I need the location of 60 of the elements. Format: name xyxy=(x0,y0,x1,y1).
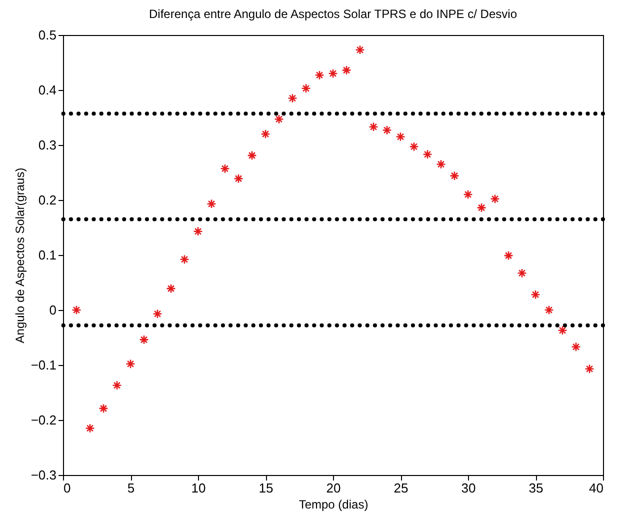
point xyxy=(396,132,406,142)
y-tick-label: 0 xyxy=(49,302,56,318)
point xyxy=(368,122,378,132)
x-tick-label: 10 xyxy=(191,480,206,496)
point xyxy=(544,305,554,315)
y-tick-label: −0.3 xyxy=(30,468,56,482)
point xyxy=(517,268,527,278)
point xyxy=(584,364,594,374)
x-tick-label: 40 xyxy=(589,480,604,496)
point xyxy=(463,190,473,200)
point xyxy=(139,334,149,345)
point xyxy=(220,164,230,174)
y-tick-label: 0.2 xyxy=(38,192,56,208)
point xyxy=(112,380,122,390)
point xyxy=(206,199,216,209)
y-tick-label: 0.4 xyxy=(38,82,56,98)
point xyxy=(342,65,352,76)
point xyxy=(490,194,500,204)
point xyxy=(409,142,419,152)
x-tick-label: 30 xyxy=(461,480,476,496)
x-tick-label: 25 xyxy=(394,480,408,496)
y-tick-label: 0.5 xyxy=(38,28,56,42)
point xyxy=(558,326,568,336)
point xyxy=(450,170,460,181)
point xyxy=(234,174,244,184)
x-tick-label: 0 xyxy=(64,480,71,496)
point xyxy=(382,125,392,135)
point xyxy=(152,309,162,319)
y-axis-title: Angulo de Aspectos Solar(graus) xyxy=(12,168,27,344)
y-tick-label: −0.1 xyxy=(30,358,56,372)
point xyxy=(288,93,298,104)
point xyxy=(436,159,446,170)
point xyxy=(247,150,257,160)
point xyxy=(328,68,338,78)
point xyxy=(504,250,514,260)
point xyxy=(193,226,203,236)
x-tick-label: 5 xyxy=(127,480,135,496)
y-tick-label: 0.3 xyxy=(38,138,56,152)
point xyxy=(422,150,432,160)
y-tick-label: −0.2 xyxy=(30,412,56,428)
x-tick-label: 35 xyxy=(528,480,544,496)
point xyxy=(166,284,176,294)
y-tick-label: 0.1 xyxy=(38,248,56,262)
point xyxy=(314,70,324,80)
point xyxy=(126,359,136,369)
point xyxy=(355,45,365,55)
point xyxy=(476,202,486,213)
x-tick-label: 20 xyxy=(326,480,341,496)
point xyxy=(571,342,581,352)
point xyxy=(260,129,270,139)
point xyxy=(274,114,284,124)
point xyxy=(180,254,190,264)
chart-title: Diferença entre Angulo de Aspectos Solar TPRS e do INPE c/ Desvio xyxy=(149,7,518,21)
point xyxy=(72,305,82,315)
point xyxy=(98,404,108,414)
point xyxy=(530,290,540,300)
point xyxy=(85,423,95,434)
point xyxy=(301,84,311,94)
x-axis-title: Tempo (dias) xyxy=(298,498,368,512)
x-tick-label: 15 xyxy=(258,480,274,496)
